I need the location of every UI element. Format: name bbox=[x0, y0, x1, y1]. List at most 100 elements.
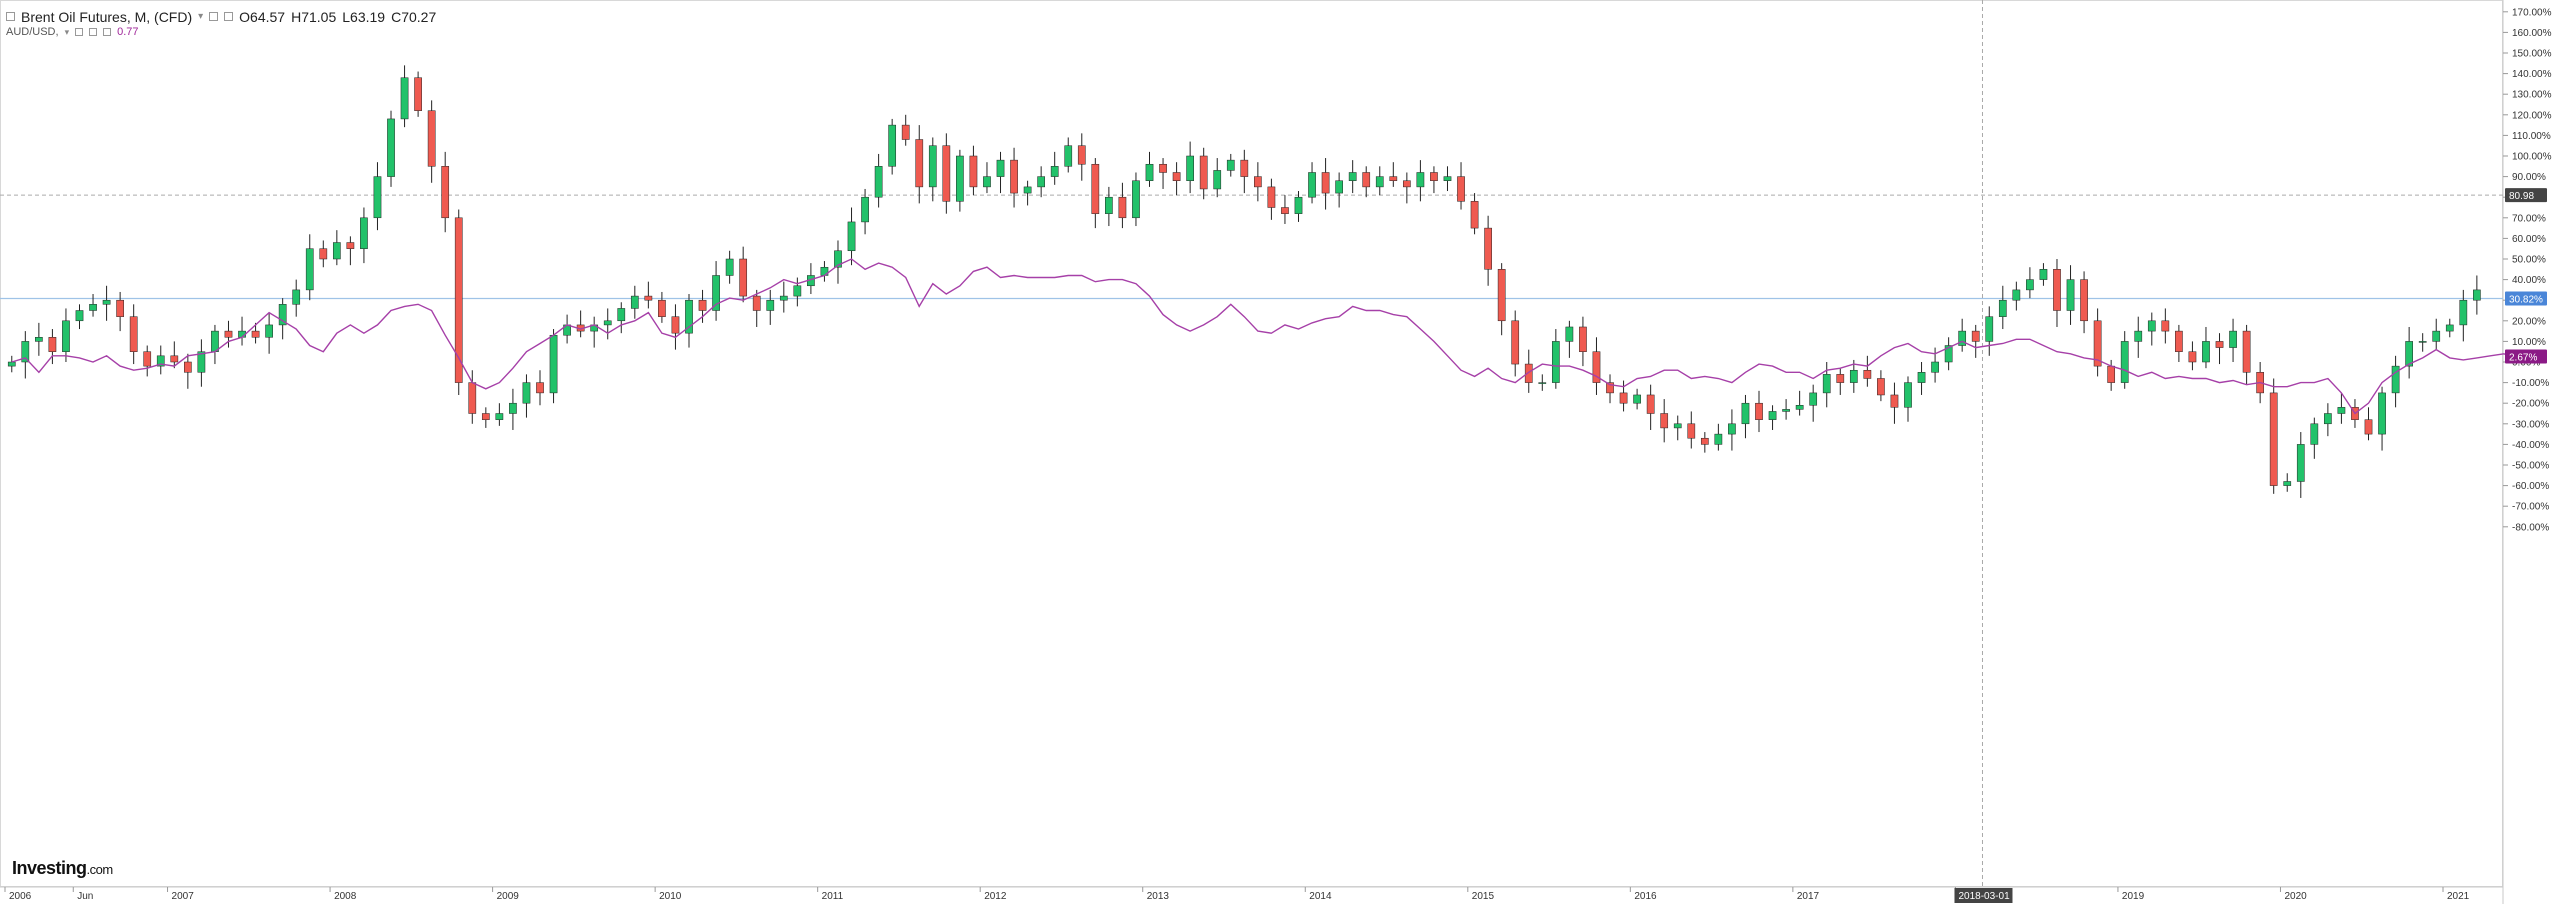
candle-up bbox=[2229, 330, 2237, 348]
candle-down bbox=[1687, 423, 1696, 439]
compare-visibility-icon[interactable] bbox=[75, 28, 84, 36]
candle-down bbox=[1660, 413, 1669, 429]
settings-icon[interactable] bbox=[209, 12, 219, 21]
x-tick-label: 2010 bbox=[659, 891, 682, 902]
candle-down bbox=[2053, 269, 2061, 311]
candle-up bbox=[21, 341, 30, 363]
y-tick-label: 10.00% bbox=[2512, 337, 2546, 348]
candle-up bbox=[1985, 316, 1994, 342]
open-value: O64.57 bbox=[239, 8, 286, 25]
y-tick-label: 170.00% bbox=[2512, 7, 2552, 18]
candle-up bbox=[1213, 170, 1222, 190]
candle-up bbox=[847, 221, 856, 252]
candle-down bbox=[1497, 269, 1506, 322]
dashed-level-tag bbox=[2505, 188, 2547, 203]
candle-up bbox=[2459, 299, 2468, 326]
y-tick-label: 150.00% bbox=[2512, 49, 2552, 60]
candle-up bbox=[603, 320, 612, 326]
x-tick-label: 2012 bbox=[984, 891, 1007, 902]
candle-up bbox=[1673, 423, 1682, 429]
candle-up bbox=[1795, 405, 1804, 410]
dropdown-icon[interactable]: ▾ bbox=[198, 11, 204, 22]
candle-up bbox=[1186, 155, 1194, 181]
candle-up bbox=[1782, 409, 1790, 412]
candle-up bbox=[387, 118, 395, 177]
candle-up bbox=[1944, 345, 1953, 363]
y-tick-label: 50.00% bbox=[2512, 255, 2546, 266]
candle-down bbox=[1403, 180, 1411, 188]
candle-up bbox=[1728, 423, 1736, 435]
candle-up bbox=[495, 413, 504, 420]
dashed-level-tag-label: 80.98 bbox=[2509, 191, 2534, 202]
compare-symbol[interactable]: AUD/USD, bbox=[6, 26, 59, 38]
candle-down bbox=[1971, 330, 1980, 342]
candle-down bbox=[129, 316, 138, 352]
candle-up bbox=[725, 258, 734, 276]
candle-down bbox=[1511, 320, 1520, 365]
candle-up bbox=[617, 308, 626, 322]
candle-up bbox=[1633, 394, 1641, 404]
candle-down bbox=[1755, 402, 1763, 420]
x-tick-label: 2013 bbox=[1147, 891, 1170, 902]
candle-up bbox=[102, 299, 111, 305]
candle-down bbox=[170, 355, 179, 363]
candle-up bbox=[1132, 180, 1140, 219]
collapse-icon[interactable] bbox=[6, 12, 15, 21]
candle-down bbox=[1890, 394, 1899, 408]
candle-up bbox=[1050, 166, 1059, 177]
candle-down bbox=[536, 382, 544, 394]
compare-close-icon[interactable] bbox=[103, 28, 112, 36]
candle-up bbox=[2147, 320, 2156, 332]
x-tick-label: 2014 bbox=[1309, 891, 1332, 902]
candle-up bbox=[1849, 369, 1858, 383]
candle-up bbox=[1917, 372, 1926, 383]
candle-up bbox=[2337, 407, 2346, 414]
compare-settings-icon[interactable] bbox=[89, 28, 98, 36]
candle-up bbox=[2418, 341, 2427, 343]
candle-up bbox=[1037, 176, 1046, 188]
candle-up bbox=[211, 330, 219, 352]
candle-down bbox=[414, 77, 422, 111]
y-tick-label: -30.00% bbox=[2512, 419, 2549, 430]
candle-down bbox=[224, 330, 233, 338]
close-icon[interactable] bbox=[224, 12, 234, 21]
candle-up bbox=[1145, 163, 1154, 181]
x-tick-label: 2006 bbox=[9, 891, 32, 902]
candle-down bbox=[1091, 163, 1100, 214]
candle-up bbox=[1958, 330, 1967, 346]
compare-price-tag bbox=[2505, 349, 2547, 364]
candle-down bbox=[2364, 419, 2373, 435]
candle-down bbox=[1267, 186, 1276, 208]
candle-up bbox=[834, 250, 842, 268]
compare-price-tag-label: 2.67% bbox=[2509, 352, 2537, 363]
candle-down bbox=[2175, 330, 2183, 352]
compare-dropdown-icon[interactable]: ▾ bbox=[64, 26, 70, 37]
low-value: L63.19 bbox=[342, 8, 386, 25]
candle-down bbox=[468, 382, 477, 414]
y-tick-label: 140.00% bbox=[2512, 69, 2552, 80]
y-tick-label: 40.00% bbox=[2512, 275, 2546, 286]
candle-up bbox=[400, 77, 409, 120]
x-tick-label: 2016 bbox=[1634, 891, 1657, 902]
y-tick-label: 70.00% bbox=[2512, 213, 2546, 224]
candle-down bbox=[1430, 172, 1438, 181]
candle-up bbox=[2296, 444, 2305, 482]
candle-up bbox=[712, 275, 720, 311]
candle-up bbox=[373, 176, 382, 219]
candle-down bbox=[427, 110, 436, 167]
candle-down bbox=[1606, 382, 1614, 394]
candle-up bbox=[2066, 279, 2075, 311]
candle-down bbox=[1010, 159, 1018, 194]
candle-up bbox=[1294, 196, 1303, 214]
candle-up bbox=[1416, 172, 1425, 188]
x-tick-label: 2008 bbox=[334, 891, 357, 902]
candle-up bbox=[35, 337, 43, 342]
instrument-name[interactable]: Brent Oil Futures, M, (CFD) bbox=[21, 8, 193, 25]
candle-down bbox=[1592, 351, 1601, 383]
candle-up bbox=[549, 334, 558, 394]
candle-up bbox=[2324, 413, 2332, 425]
candle-down bbox=[319, 248, 328, 260]
candle-up bbox=[996, 159, 1005, 177]
